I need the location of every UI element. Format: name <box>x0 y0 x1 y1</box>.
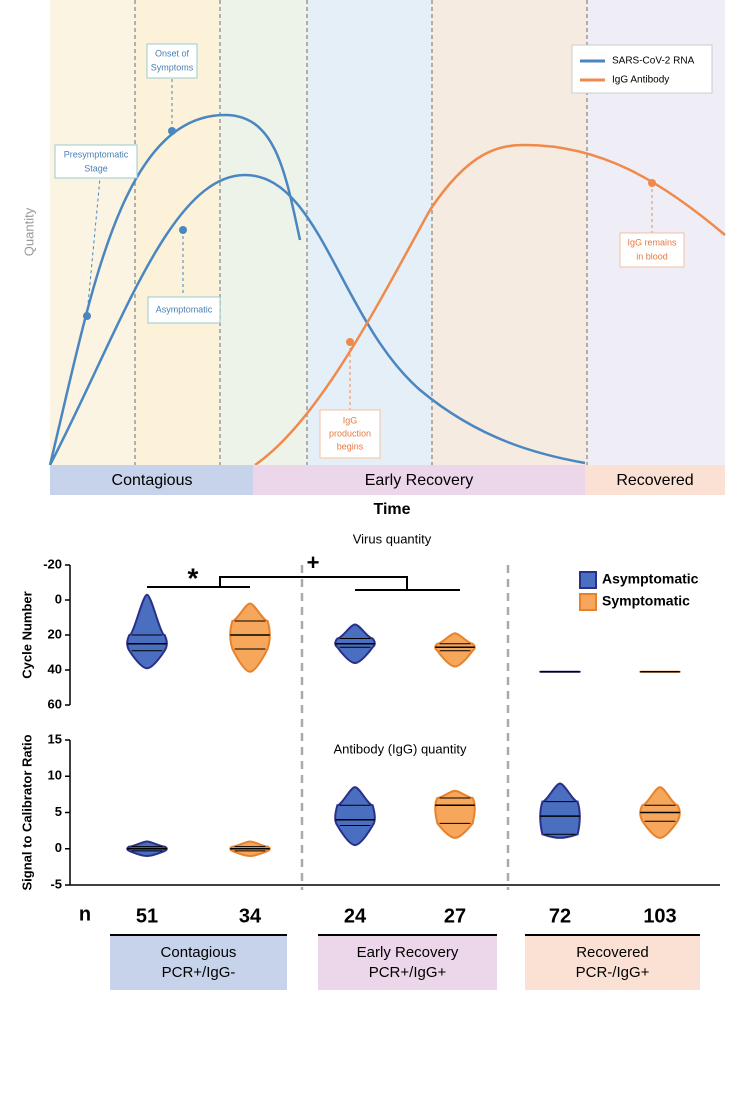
y-label: Quantity <box>21 207 36 256</box>
y-label: Cycle Number <box>19 591 34 678</box>
violin <box>126 593 168 670</box>
stage-band <box>585 465 725 495</box>
group-test: PCR-/IgG+ <box>576 964 650 981</box>
y-tick-label: 15 <box>48 731 62 746</box>
annotation: IgG remains <box>627 237 677 247</box>
y-tick-label: 5 <box>55 804 62 819</box>
violin <box>229 602 271 673</box>
annotation: + <box>307 550 320 575</box>
rna-curve <box>48 173 586 466</box>
n-value: 103 <box>643 905 676 927</box>
y-tick-label: 60 <box>48 696 62 711</box>
region <box>220 0 307 465</box>
region <box>307 0 432 465</box>
igg-curve <box>254 143 726 467</box>
n-label: n <box>79 903 91 925</box>
y-tick-label: 10 <box>48 768 62 783</box>
legend-swatch <box>579 571 597 589</box>
group-label: Early Recovery <box>357 944 459 961</box>
n-value: 24 <box>344 905 367 927</box>
group-box <box>318 935 497 990</box>
group-label: Recovered <box>576 944 649 961</box>
legend <box>571 44 713 94</box>
y-tick-label: -20 <box>43 556 62 571</box>
group-box <box>525 935 700 990</box>
legend-label: SARS-CoV-2 RNA <box>612 56 695 67</box>
annotation: Stage <box>84 163 108 173</box>
legend-label: Symptomatic <box>602 593 690 609</box>
callout-box <box>147 296 221 324</box>
violin <box>434 632 476 668</box>
legend-label: Asymptomatic <box>602 571 699 587</box>
x-label: Time <box>373 501 410 518</box>
y-tick-label: 0 <box>55 840 62 855</box>
annotation: Onset of <box>155 48 190 58</box>
annotation: Presymptomatic <box>64 149 129 159</box>
marker <box>179 226 187 234</box>
stage-band <box>253 465 585 495</box>
group-box <box>110 935 287 990</box>
legend-label: IgG Antibody <box>612 75 669 86</box>
y-label: Signal to Calibrator Ratio <box>19 734 34 890</box>
y-tick-label: 0 <box>55 591 62 606</box>
chart-subtitle: Antibody (IgG) quantity <box>334 741 467 756</box>
annotation: Symptoms <box>151 62 194 72</box>
region <box>50 0 135 465</box>
callouts <box>86 78 653 410</box>
stage-label: Recovered <box>616 472 693 489</box>
y-tick-label: -5 <box>50 876 62 891</box>
marker <box>83 312 91 320</box>
annotation: Asymptomatic <box>156 304 213 314</box>
annotation: production <box>329 428 371 438</box>
stage-label: Early Recovery <box>365 472 473 489</box>
rna-curve <box>48 113 302 466</box>
y-tick-label: 40 <box>48 661 62 676</box>
annotation: begins <box>337 441 364 451</box>
diagram: Onset of Symptoms Presymptomatic Stage A… <box>21 0 726 518</box>
legend-swatch <box>579 593 597 611</box>
n-value: 27 <box>444 905 466 927</box>
violin <box>539 782 581 839</box>
callout-box <box>319 409 381 459</box>
group-test: PCR+/IgG+ <box>369 964 447 981</box>
annotation: * <box>188 562 199 593</box>
annotation: in blood <box>636 251 668 261</box>
n-value: 34 <box>239 905 262 927</box>
n-value: 51 <box>136 905 158 927</box>
n-value: 72 <box>549 905 571 927</box>
annotation: IgG <box>343 415 358 425</box>
stage-band <box>50 465 253 495</box>
group-label: Contagious <box>161 944 237 961</box>
group-test: PCR+/IgG- <box>162 964 236 981</box>
region <box>432 0 587 465</box>
stage-label: Contagious <box>112 472 193 489</box>
marker <box>168 127 176 135</box>
marker <box>648 179 656 187</box>
violin <box>334 786 376 847</box>
bracket <box>147 576 460 591</box>
callout-box <box>146 43 198 79</box>
violin <box>434 789 476 839</box>
callout-box <box>54 144 138 179</box>
marker <box>346 338 354 346</box>
callout-box <box>619 232 685 268</box>
y-tick-label: 20 <box>48 626 62 641</box>
chart-title: Virus quantity <box>353 531 432 546</box>
